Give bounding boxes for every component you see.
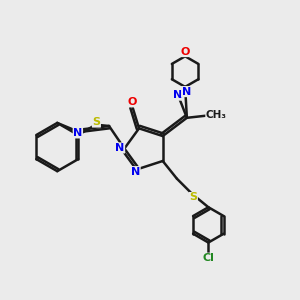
Text: S: S (92, 117, 101, 127)
Text: S: S (189, 193, 197, 202)
Text: N: N (173, 90, 183, 100)
Text: O: O (180, 46, 190, 57)
Text: Cl: Cl (202, 253, 214, 263)
Text: N: N (131, 167, 140, 177)
Text: N: N (115, 143, 124, 153)
Text: N: N (73, 128, 83, 138)
Text: N: N (182, 87, 191, 97)
Text: CH₃: CH₃ (206, 110, 227, 121)
Text: O: O (127, 97, 137, 107)
